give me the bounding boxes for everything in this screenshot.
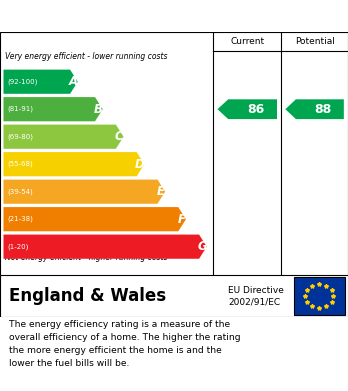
Polygon shape: [3, 207, 186, 231]
Polygon shape: [3, 235, 207, 259]
Text: Very energy efficient - lower running costs: Very energy efficient - lower running co…: [5, 52, 168, 61]
Polygon shape: [3, 70, 78, 94]
Text: (55-68): (55-68): [7, 161, 33, 167]
Text: D: D: [135, 158, 145, 171]
Text: (81-91): (81-91): [7, 106, 33, 113]
Text: Potential: Potential: [295, 37, 334, 46]
Text: (92-100): (92-100): [7, 79, 37, 85]
Polygon shape: [3, 97, 103, 121]
Polygon shape: [285, 99, 344, 119]
Polygon shape: [3, 125, 124, 149]
Text: (69-80): (69-80): [7, 133, 33, 140]
Text: A: A: [69, 75, 78, 88]
Text: C: C: [115, 130, 123, 143]
Bar: [294, 277, 345, 315]
Text: (1-20): (1-20): [7, 244, 28, 250]
Polygon shape: [218, 99, 277, 119]
Text: England & Wales: England & Wales: [9, 287, 166, 305]
Text: Not energy efficient - higher running costs: Not energy efficient - higher running co…: [5, 253, 168, 262]
Text: 86: 86: [247, 103, 265, 116]
Text: Current: Current: [230, 37, 264, 46]
Text: E: E: [157, 185, 165, 198]
Text: Energy Efficiency Rating: Energy Efficiency Rating: [9, 9, 211, 23]
Polygon shape: [3, 179, 165, 204]
Text: (21-38): (21-38): [7, 216, 33, 222]
Text: The energy efficiency rating is a measure of the
overall efficiency of a home. T: The energy efficiency rating is a measur…: [9, 320, 240, 368]
Text: 88: 88: [315, 103, 332, 116]
Text: EU Directive
2002/91/EC: EU Directive 2002/91/EC: [228, 285, 284, 307]
Text: G: G: [197, 240, 207, 253]
Text: F: F: [177, 213, 185, 226]
Text: (39-54): (39-54): [7, 188, 33, 195]
Polygon shape: [3, 152, 144, 176]
Text: B: B: [94, 103, 103, 116]
